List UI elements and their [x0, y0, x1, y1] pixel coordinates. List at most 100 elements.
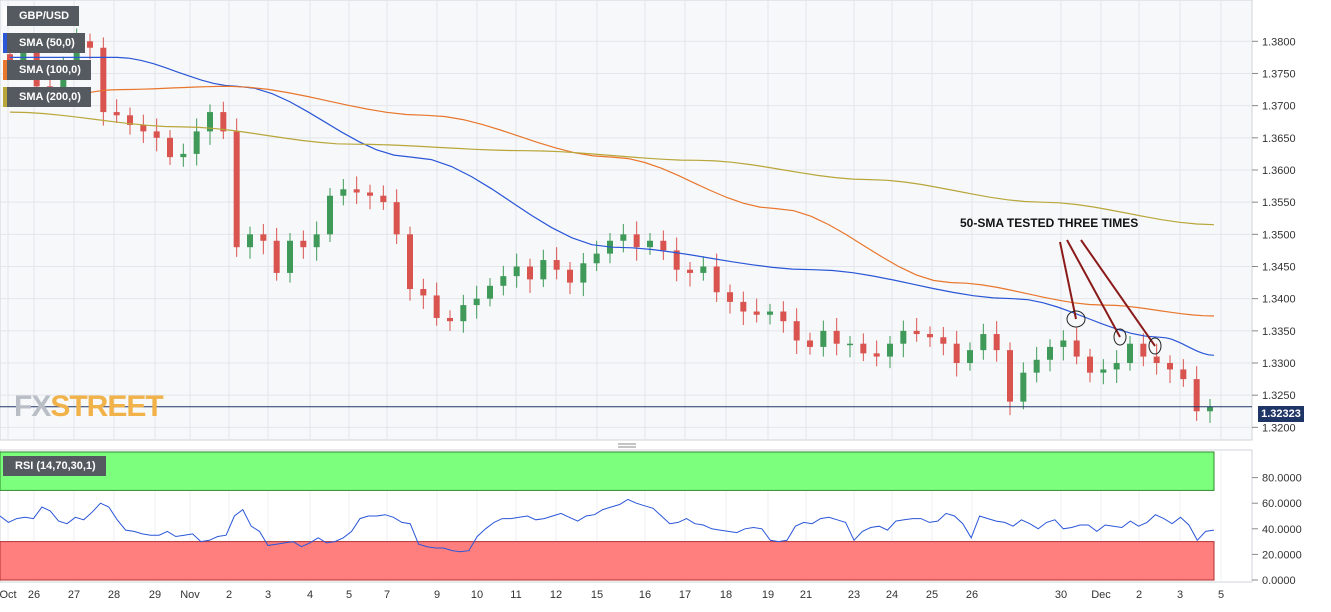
- rsi-oversold-zone: [0, 541, 1215, 581]
- candle-body: [513, 266, 520, 277]
- touch-circle: [1066, 310, 1086, 328]
- candle-body: [1127, 343, 1133, 364]
- candle-body: [127, 115, 133, 125]
- x-tick-label: 18: [720, 589, 732, 601]
- x-tick-label: 16: [639, 589, 651, 601]
- rsi-legend[interactable]: RSI (14,70,30,1): [3, 456, 106, 476]
- candle-body: [180, 153, 187, 158]
- last-price-badge: 1.32323: [1258, 406, 1304, 422]
- x-tick-label: 3: [265, 589, 271, 601]
- candle-body: [753, 311, 760, 315]
- candle-body: [833, 330, 840, 344]
- y-tick-label: 1.3700: [1262, 101, 1296, 113]
- candle-body: [1153, 356, 1160, 364]
- candle-body: [1207, 406, 1213, 412]
- x-tick-label: 9: [434, 589, 440, 601]
- candle-body: [633, 234, 640, 248]
- candle-body: [1180, 369, 1187, 380]
- candle-body: [353, 189, 360, 193]
- x-tick-label: 11: [510, 589, 521, 601]
- candle-body: [460, 305, 467, 322]
- x-tick-label: 7: [384, 589, 390, 601]
- candle-body: [420, 289, 427, 296]
- rsi-overbought-zone: [0, 451, 1215, 491]
- y-tick-label: 1.3350: [1262, 326, 1296, 338]
- candle-body: [767, 311, 773, 315]
- candle-body: [1047, 346, 1053, 360]
- x-tick-label: Dec: [1091, 589, 1111, 601]
- candle-body: [113, 112, 120, 116]
- candle-body: [913, 330, 920, 335]
- candle-body: [553, 260, 560, 270]
- candle-body: [993, 334, 1000, 351]
- x-tick-label: Nov: [180, 589, 200, 601]
- candle-body: [167, 137, 173, 158]
- y-tick-label: 1.3400: [1262, 294, 1296, 306]
- sma200-legend[interactable]: SMA (200,0): [3, 87, 91, 107]
- candle-body: [1060, 340, 1067, 347]
- sma100-legend[interactable]: SMA (100,0): [3, 60, 91, 80]
- sma-line: [9, 111, 1215, 226]
- candle-body: [860, 343, 867, 354]
- x-tick-label: 2: [226, 589, 232, 601]
- sma-line: [10, 56, 1215, 356]
- candle-body: [220, 112, 227, 132]
- candle-body: [340, 189, 347, 196]
- candle-body: [1193, 379, 1200, 412]
- x-tick-label: 28: [108, 589, 120, 601]
- candle-body: [313, 234, 320, 248]
- candle-body: [567, 269, 573, 283]
- candle-body: [660, 240, 667, 251]
- x-tick-label: 27: [68, 589, 80, 601]
- candle-body: [620, 234, 627, 241]
- rsi-line: [0, 498, 1215, 553]
- candle-body: [940, 337, 947, 344]
- candle-body: [1100, 369, 1107, 373]
- x-tick-label: 5: [1218, 589, 1224, 601]
- symbol-label[interactable]: GBP/USD: [3, 6, 80, 26]
- y-tick-label: 1.3200: [1262, 422, 1296, 434]
- candle-body: [1073, 340, 1080, 357]
- x-tick-label: 2: [1136, 589, 1142, 601]
- y-tick-label: 1.3250: [1262, 390, 1296, 402]
- y-tick-label: 1.3550: [1262, 197, 1296, 209]
- y-tick-label: 1.3800: [1262, 36, 1296, 48]
- candle-body: [687, 269, 693, 273]
- candle-body: [1087, 356, 1093, 373]
- candle-body: [713, 266, 720, 293]
- candle-body: [100, 47, 107, 113]
- rsi-y-tick-label: 40.0000: [1262, 524, 1302, 536]
- candle-body: [233, 131, 240, 248]
- rsi-y-tick-label: 20.0000: [1262, 549, 1302, 561]
- candle-body: [980, 334, 987, 351]
- candle-body: [527, 266, 533, 280]
- sma-line: [9, 85, 1215, 317]
- touch-circle: [1148, 337, 1162, 355]
- fxstreet-watermark: FXSTREET: [14, 390, 164, 423]
- annotation-arrow: [1080, 239, 1156, 347]
- candle-body: [807, 340, 813, 347]
- candle-body: [473, 298, 480, 306]
- candle-body: [433, 295, 440, 318]
- candle-body: [727, 292, 733, 302]
- annotation-arrow: [1059, 241, 1077, 320]
- sma50-legend[interactable]: SMA (50,0): [3, 33, 85, 53]
- candle-body: [927, 334, 933, 338]
- candle-body: [1007, 350, 1013, 402]
- x-tick-label: 25: [926, 589, 938, 601]
- candle-body: [260, 234, 267, 241]
- candle-body: [887, 343, 893, 357]
- y-tick-label: 1.3600: [1262, 165, 1296, 177]
- candle-body: [287, 240, 293, 273]
- candle-body: [207, 112, 213, 132]
- candle-body: [593, 253, 600, 264]
- candle-body: [327, 195, 333, 235]
- candle-body: [247, 234, 253, 248]
- x-tick-label: 29: [149, 589, 161, 601]
- y-tick-label: 1.3750: [1262, 68, 1296, 80]
- candle-body: [487, 285, 493, 299]
- candle-body: [407, 234, 413, 290]
- candle-body: [673, 250, 680, 270]
